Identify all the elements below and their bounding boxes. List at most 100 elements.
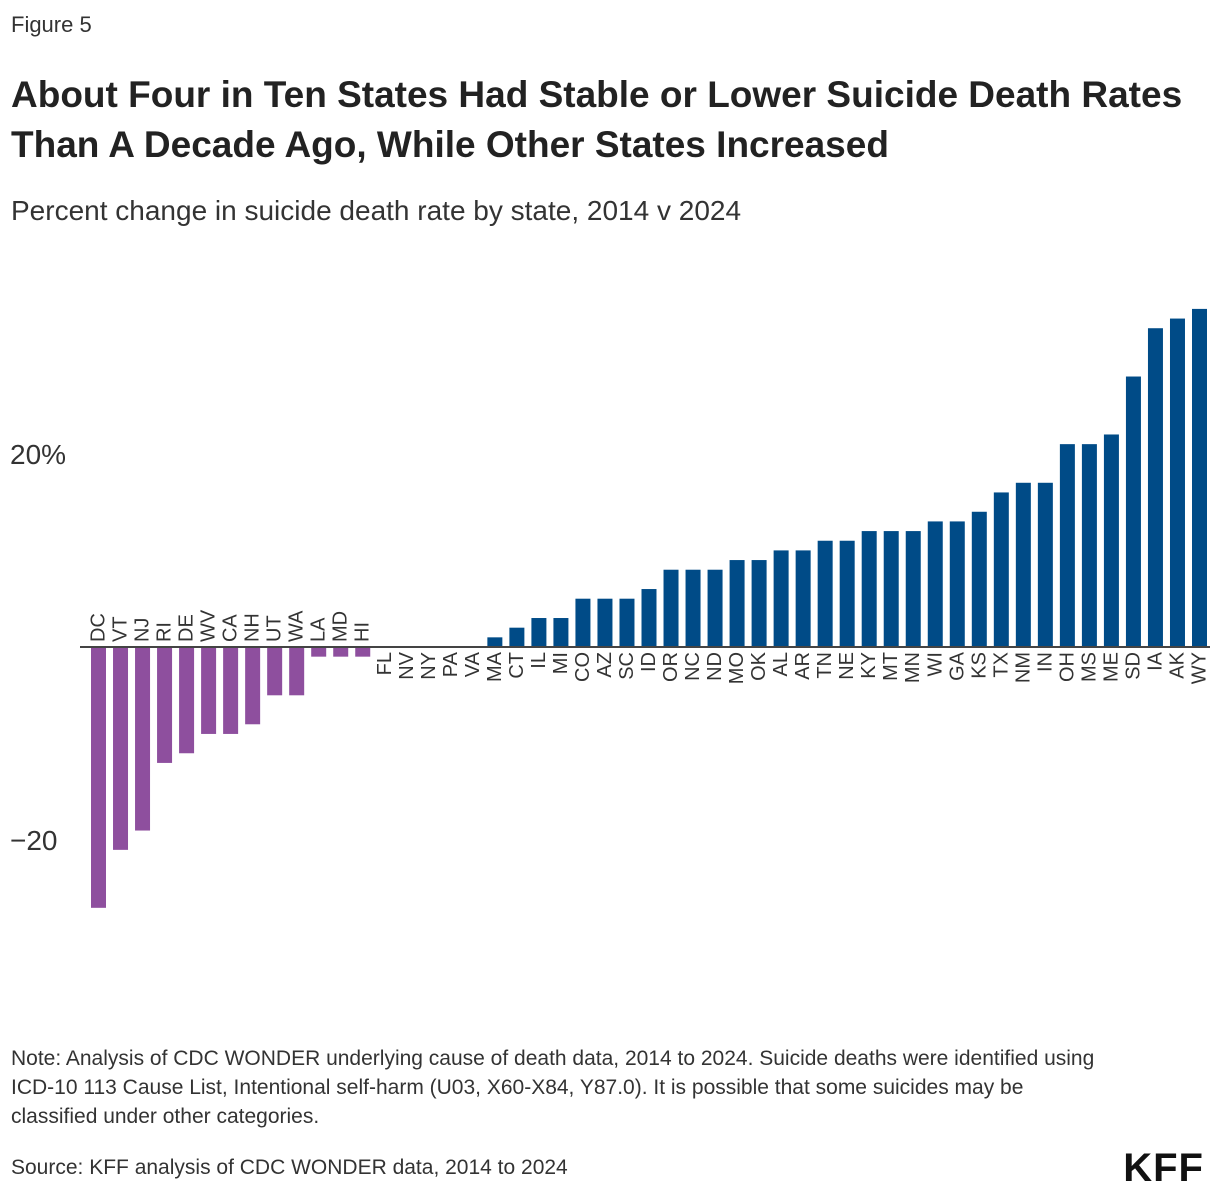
bar-co [575, 598, 591, 647]
category-label: PA [440, 651, 462, 677]
category-label: WI [924, 652, 946, 676]
category-label: ME [1100, 652, 1122, 682]
bar-la [311, 647, 327, 657]
bar-tx [993, 492, 1009, 647]
category-label: NH [242, 613, 264, 642]
bar-al [773, 550, 789, 647]
bar-nm [1015, 482, 1031, 647]
category-label: SD [1122, 652, 1144, 680]
bar-nd [707, 569, 723, 647]
category-label: LA [308, 617, 330, 642]
category-label: MS [1078, 652, 1100, 682]
bar-nc [685, 569, 701, 647]
bar-oh [1059, 444, 1075, 647]
bar-id [641, 589, 657, 647]
figure-label: Figure 5 [11, 12, 92, 37]
category-label: MO [726, 652, 748, 684]
category-label: RI [154, 622, 176, 642]
category-label: AR [792, 652, 814, 680]
category-label: NJ [132, 618, 154, 642]
chart-subtitle: Percent change in suicide death rate by … [11, 195, 742, 226]
bar-nh [245, 647, 261, 725]
bar-wv [201, 647, 217, 734]
bar-az [597, 598, 613, 647]
category-label: FL [374, 652, 396, 675]
bar-ma [487, 637, 503, 647]
bar-wy [1192, 308, 1207, 647]
bar-ar [795, 550, 811, 647]
chart-source: Source: KFF analysis of CDC WONDER data,… [11, 1156, 568, 1179]
category-label: DC [88, 613, 110, 642]
category-label: NE [836, 652, 858, 680]
category-label: IL [528, 652, 550, 669]
category-label: NM [1012, 652, 1034, 683]
bar-ri [157, 647, 173, 763]
category-label: KY [858, 652, 880, 679]
category-label: VT [110, 616, 132, 642]
category-label: HI [352, 622, 374, 642]
bar-ia [1147, 328, 1163, 647]
category-label: NV [396, 651, 418, 679]
bar-tn [817, 540, 833, 647]
category-label: SC [616, 652, 638, 680]
category-label: CA [220, 614, 242, 642]
bar-mo [729, 560, 745, 647]
category-label: MT [880, 652, 902, 681]
bar-mi [553, 618, 569, 647]
bar-sd [1125, 376, 1141, 647]
bar-hi [355, 647, 371, 657]
bar-ok [751, 560, 767, 647]
category-label: GA [946, 651, 968, 681]
category-label: CT [506, 652, 528, 679]
category-label: ID [638, 652, 660, 672]
bar-mt [883, 531, 899, 647]
category-label: WV [198, 609, 220, 642]
bar-mn [905, 531, 921, 647]
bar-il [531, 618, 547, 647]
bar-vt [113, 647, 129, 850]
category-label: MN [902, 652, 924, 683]
category-label: MA [484, 651, 506, 682]
chart-note: Note: Analysis of CDC WONDER underlying … [11, 1047, 1095, 1128]
bar-dc [91, 647, 106, 908]
category-label: NC [682, 652, 704, 681]
category-label: WA [286, 610, 308, 642]
bar-wa [289, 647, 305, 696]
bar-ca [223, 647, 239, 734]
category-label: KS [968, 652, 990, 679]
category-label: IA [1144, 651, 1166, 671]
bar-ne [839, 540, 855, 647]
chart-title: About Four in Ten States Had Stable or L… [11, 74, 1183, 165]
category-label: WY [1189, 652, 1211, 684]
bar-ks [971, 511, 987, 647]
category-label: VA [462, 651, 484, 677]
category-label: OR [660, 652, 682, 682]
bar-sc [619, 598, 635, 647]
kff-logo: KFF [1123, 1146, 1204, 1190]
category-label: AL [770, 652, 792, 676]
category-label: TN [814, 652, 836, 679]
category-label: TX [990, 652, 1012, 678]
bar-ak [1169, 318, 1185, 647]
bar-wi [927, 521, 943, 647]
bar-ct [509, 627, 525, 647]
bar-md [333, 647, 349, 657]
bar-nj [135, 647, 151, 831]
bar-me [1103, 434, 1119, 647]
category-label: OH [1056, 652, 1078, 682]
bar-ut [267, 647, 283, 696]
category-label: AK [1166, 651, 1188, 678]
category-label: UT [264, 615, 286, 642]
category-label: OK [748, 651, 770, 681]
bar-ky [861, 531, 877, 647]
category-label: IN [1034, 652, 1056, 672]
y-tick-label: 20% [10, 439, 66, 470]
bar-de [179, 647, 195, 754]
y-tick-label: −20 [10, 825, 58, 856]
category-label: MD [330, 611, 352, 642]
bar-in [1037, 482, 1053, 647]
bar-ga [949, 521, 965, 647]
bar-or [663, 569, 679, 647]
